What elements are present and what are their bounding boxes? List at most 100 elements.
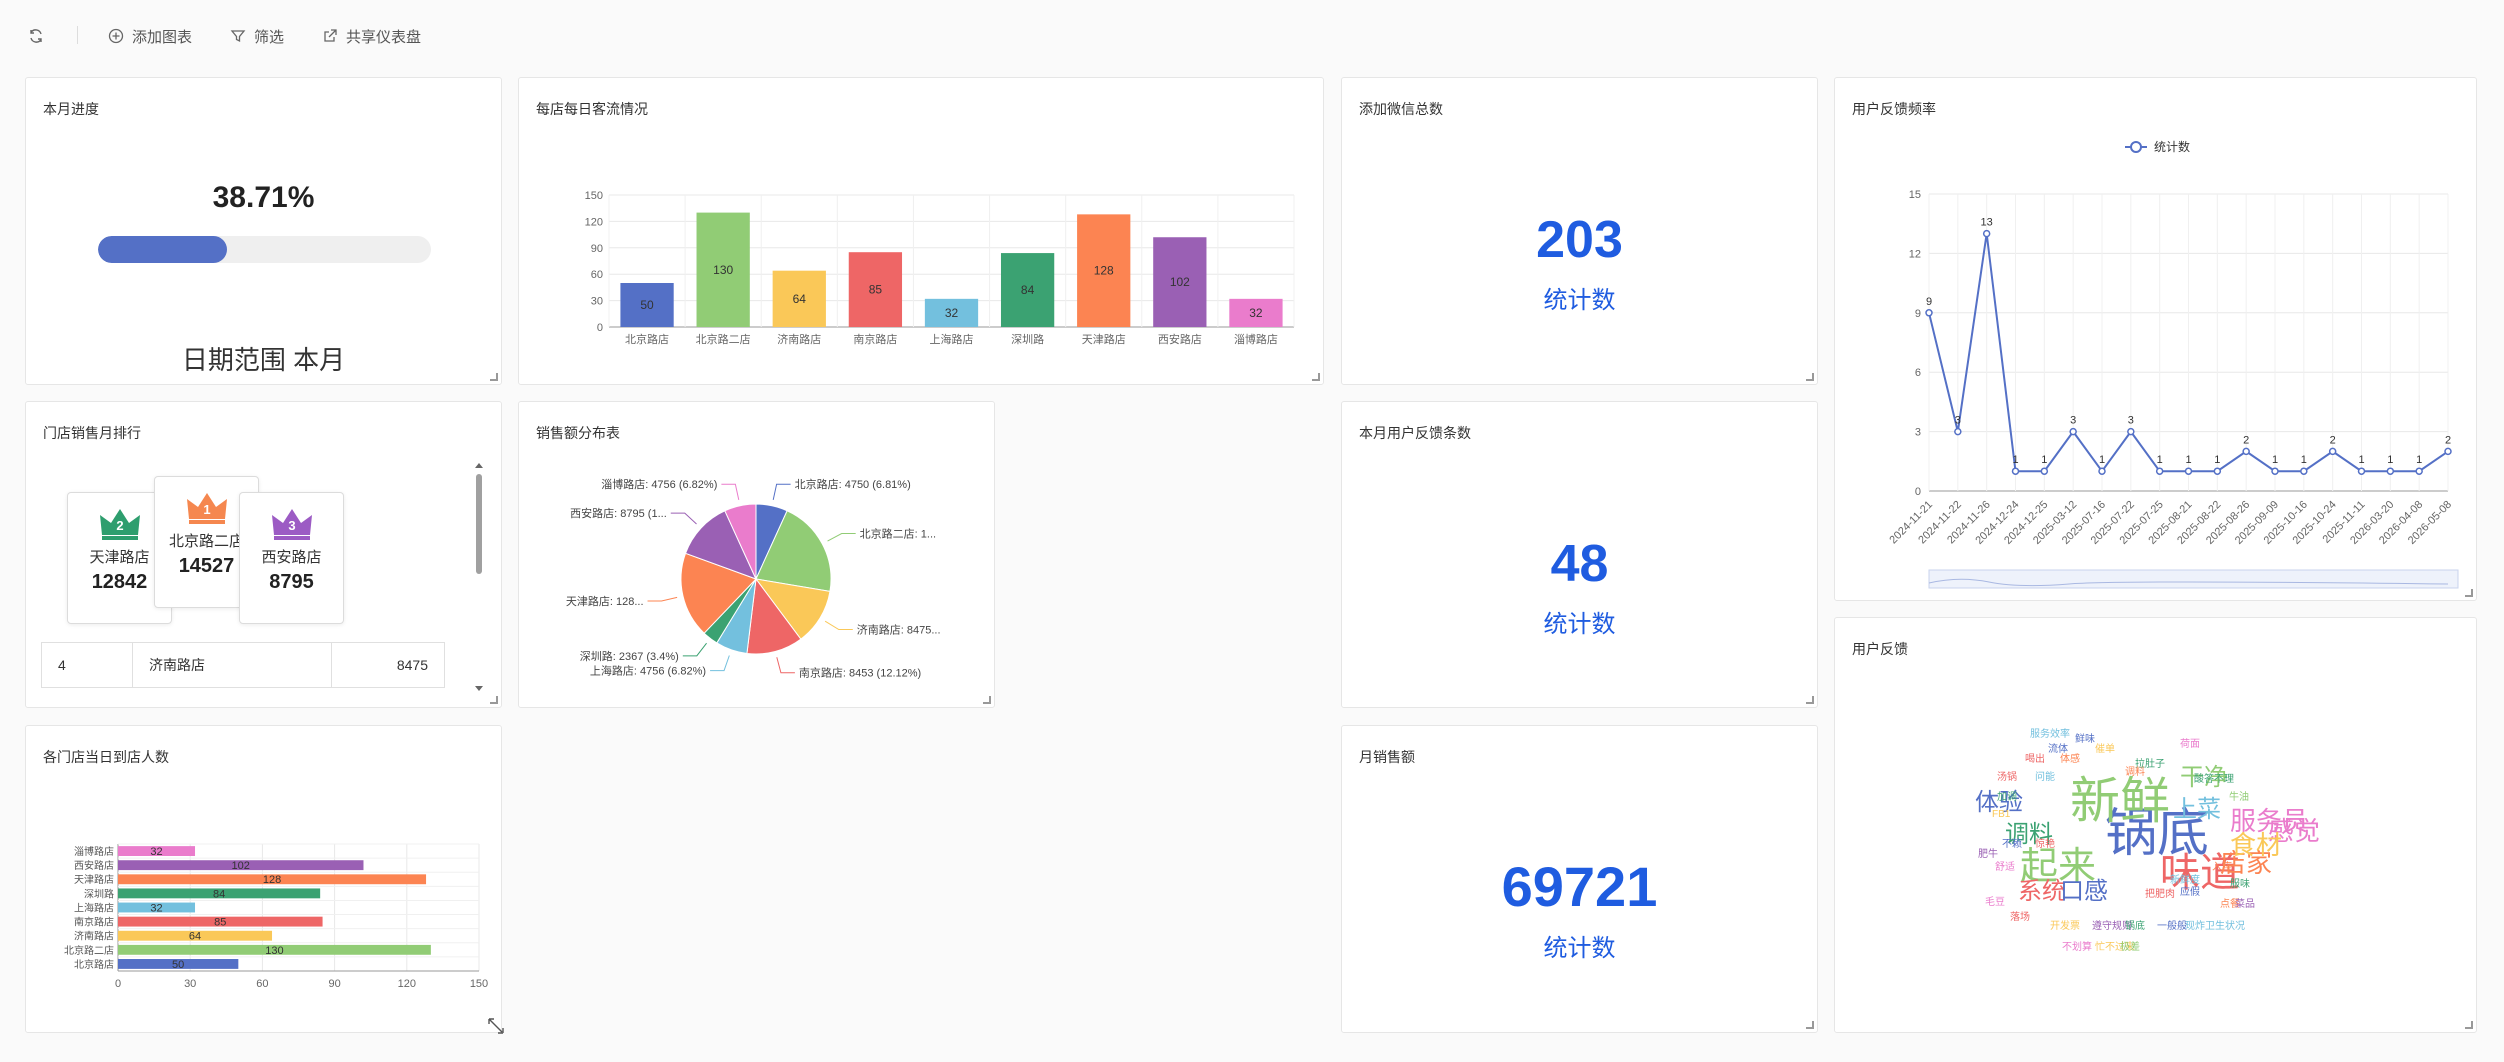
resize-handle[interactable]: [1806, 373, 1814, 381]
word-cloud-item[interactable]: 不划算: [2062, 942, 2092, 953]
add-chart-button[interactable]: 添加图表: [108, 25, 192, 47]
resize-handle[interactable]: [1806, 1021, 1814, 1029]
word-cloud-item[interactable]: 点餐: [2220, 899, 2240, 910]
word-cloud-item[interactable]: 把肥肉: [2145, 889, 2175, 900]
word-cloud-item[interactable]: 系统: [2018, 878, 2066, 905]
data-point[interactable]: [2300, 467, 2308, 475]
word-cloud-item[interactable]: 上菜: [2173, 796, 2221, 823]
data-zoom-slider[interactable]: [1928, 569, 2459, 589]
bar[interactable]: [924, 298, 979, 327]
word-cloud-item[interactable]: 调料: [2005, 821, 2053, 848]
resize-handle[interactable]: [2465, 1021, 2473, 1029]
word-cloud-item[interactable]: 开发票: [2050, 921, 2080, 932]
bar[interactable]: [118, 846, 196, 856]
word-cloud-item[interactable]: 感觉: [2268, 816, 2321, 846]
data-point[interactable]: [2415, 467, 2423, 475]
word-cloud-item[interactable]: 牛油: [2229, 792, 2249, 803]
word-cloud-item[interactable]: 食材: [2230, 830, 2283, 860]
data-point[interactable]: [1925, 309, 1933, 317]
data-point[interactable]: [2444, 447, 2452, 456]
bar[interactable]: [1153, 237, 1207, 327]
share-dashboard-button[interactable]: 共享仪表盘: [322, 25, 421, 47]
word-cloud-item[interactable]: 极差: [2120, 942, 2140, 953]
word-cloud-item[interactable]: 舒适: [1995, 862, 2015, 873]
word-cloud-item[interactable]: 不赖: [2002, 839, 2022, 850]
word-cloud-item[interactable]: 服味: [2230, 879, 2250, 890]
word-cloud-item[interactable]: 干净: [2180, 764, 2228, 791]
legend-marker[interactable]: [2130, 141, 2142, 153]
word-cloud-item[interactable]: 服务员: [2230, 806, 2309, 836]
data-point[interactable]: [2069, 427, 2077, 436]
data-point[interactable]: [2155, 467, 2164, 475]
word-cloud-item[interactable]: 荷面: [2180, 739, 2200, 750]
word-cloud-item[interactable]: 调料: [2125, 767, 2145, 778]
resize-handle[interactable]: [2465, 589, 2473, 597]
data-point[interactable]: [2213, 467, 2222, 475]
word-cloud-item[interactable]: 酸答不理: [2194, 774, 2234, 785]
bar[interactable]: [118, 888, 321, 899]
resize-handle[interactable]: [1312, 373, 1320, 381]
data-point[interactable]: [2386, 467, 2395, 475]
word-cloud-item[interactable]: 锅底: [2125, 921, 2145, 932]
bar[interactable]: [772, 270, 826, 327]
word-cloud-item[interactable]: 问能: [2035, 772, 2055, 783]
pie-slice[interactable]: [680, 552, 757, 634]
word-cloud-item[interactable]: 落场: [2010, 912, 2030, 923]
word-cloud-item[interactable]: 起来: [2020, 846, 2097, 888]
resize-handle[interactable]: [490, 696, 498, 704]
word-cloud-item[interactable]: 流体: [2048, 744, 2068, 755]
bar[interactable]: [118, 930, 273, 941]
data-point[interactable]: [2011, 467, 2020, 475]
data-point[interactable]: [2098, 467, 2106, 475]
scrollbar[interactable]: [473, 460, 485, 695]
resize-drag-icon[interactable]: [487, 1017, 505, 1035]
word-cloud-item[interactable]: 入座: [2212, 862, 2232, 873]
bar[interactable]: [118, 959, 239, 969]
word-cloud-item[interactable]: 菜品: [2235, 899, 2255, 910]
word-cloud-item[interactable]: 肥牛: [1978, 849, 1998, 860]
word-cloud-item[interactable]: 惊艳: [2035, 839, 2055, 850]
resize-handle[interactable]: [490, 373, 498, 381]
word-cloud-item[interactable]: 体感: [2060, 754, 2080, 765]
bar[interactable]: [118, 916, 323, 927]
word-cloud-item[interactable]: 现炸: [2185, 921, 2205, 932]
word-cloud-item[interactable]: 忙不过来: [2095, 942, 2135, 953]
pie-slice[interactable]: [684, 510, 757, 580]
bar[interactable]: [620, 283, 674, 327]
data-point[interactable]: [2357, 467, 2366, 475]
bar[interactable]: [1077, 214, 1131, 327]
word-cloud-item[interactable]: 鲜味: [2075, 734, 2095, 745]
refresh-button[interactable]: [28, 25, 44, 47]
word-cloud-item[interactable]: 拉肚子: [2135, 759, 2165, 770]
word-cloud-item[interactable]: 新鲜: [2070, 773, 2170, 829]
bar[interactable]: [1229, 298, 1283, 327]
data-point[interactable]: [2127, 427, 2135, 436]
word-cloud-item[interactable]: 遵守规则: [2092, 921, 2132, 932]
word-cloud-item[interactable]: 服务效率: [2030, 729, 2070, 740]
word-cloud-item[interactable]: 锅底: [2105, 805, 2210, 863]
word-cloud-item[interactable]: 体验: [1975, 789, 2023, 816]
bar[interactable]: [118, 944, 431, 955]
bar[interactable]: [118, 902, 196, 913]
data-point[interactable]: [2242, 447, 2250, 456]
word-cloud-item[interactable]: 汤锅: [1997, 772, 2017, 783]
data-point[interactable]: [2184, 467, 2193, 475]
data-point[interactable]: [2040, 467, 2049, 475]
bar[interactable]: [1000, 253, 1055, 327]
pie-slice[interactable]: [724, 503, 757, 580]
resize-handle[interactable]: [983, 696, 991, 704]
data-point[interactable]: [2271, 467, 2279, 475]
bar[interactable]: [848, 252, 903, 327]
word-cloud-item[interactable]: 卫生状况: [2205, 921, 2245, 932]
word-cloud-item[interactable]: 毛豆: [1985, 897, 2005, 908]
bar[interactable]: [696, 212, 750, 327]
data-point[interactable]: [1982, 229, 1991, 238]
word-cloud-item[interactable]: 新鲜度: [2170, 875, 2200, 886]
resize-handle[interactable]: [1806, 696, 1814, 704]
data-point[interactable]: [1954, 427, 1962, 436]
filter-button[interactable]: 筛选: [230, 25, 284, 47]
word-cloud-item[interactable]: 味道: [2160, 851, 2240, 895]
word-cloud-item[interactable]: 应假: [2180, 887, 2200, 898]
word-cloud-item[interactable]: 催单: [2095, 744, 2115, 755]
pie-slice[interactable]: [755, 510, 832, 592]
